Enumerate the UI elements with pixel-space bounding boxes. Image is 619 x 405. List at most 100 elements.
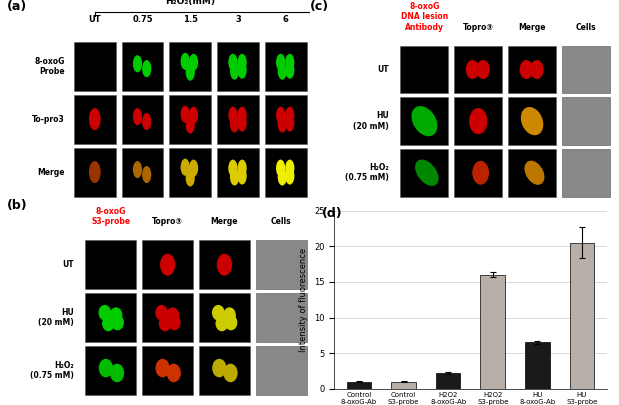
Bar [400,149,448,196]
Bar [85,240,136,289]
Ellipse shape [573,157,599,188]
Text: To-pro3: To-pro3 [32,115,65,124]
Ellipse shape [142,113,151,130]
Text: Topro③: Topro③ [463,23,494,32]
Ellipse shape [276,160,285,177]
Ellipse shape [285,167,295,185]
Bar [265,95,306,144]
Ellipse shape [285,107,295,124]
Ellipse shape [519,60,533,79]
Ellipse shape [465,60,479,79]
Bar [436,373,461,389]
Ellipse shape [133,55,142,72]
Text: UT: UT [89,15,101,24]
Ellipse shape [267,302,295,333]
Bar [562,97,610,145]
Ellipse shape [160,254,175,276]
Ellipse shape [110,307,123,323]
Ellipse shape [215,315,228,331]
Ellipse shape [238,54,247,71]
Ellipse shape [285,62,295,79]
Bar [142,293,193,342]
Bar [256,293,306,342]
Bar [199,240,250,289]
Ellipse shape [168,315,181,330]
Text: 0.75: 0.75 [132,15,153,24]
Text: H₂O₂(mM): H₂O₂(mM) [165,0,215,6]
Ellipse shape [238,107,247,124]
Ellipse shape [225,315,237,330]
Ellipse shape [228,160,238,177]
Text: 8-oxoG
DNA lesion
Antibody: 8-oxoG DNA lesion Antibody [401,2,448,32]
Ellipse shape [142,166,151,183]
Ellipse shape [89,161,101,183]
Bar [217,95,259,144]
Text: H₂O₂
(0.75 mM): H₂O₂ (0.75 mM) [345,163,389,182]
Ellipse shape [285,54,295,71]
Ellipse shape [285,160,295,177]
Bar [508,97,556,145]
Ellipse shape [155,305,168,320]
Ellipse shape [98,305,111,320]
Text: UT: UT [63,260,74,269]
Ellipse shape [238,62,247,79]
Bar [121,147,163,196]
Bar [480,275,505,389]
Ellipse shape [212,305,225,320]
Ellipse shape [217,254,232,276]
Ellipse shape [110,364,124,382]
Text: HU
(20 mM): HU (20 mM) [353,111,389,131]
Ellipse shape [158,315,171,331]
Ellipse shape [285,115,295,132]
Bar [400,46,448,93]
Bar [454,149,502,196]
Bar [265,42,306,91]
Ellipse shape [530,60,543,79]
Bar [569,243,594,389]
Text: (a): (a) [7,0,27,13]
Bar [217,147,259,196]
Text: 8-oxoG
S3-probe: 8-oxoG S3-probe [92,207,131,226]
Bar [256,346,306,395]
Text: Topro③: Topro③ [152,217,183,226]
Bar [347,382,371,389]
Ellipse shape [524,161,545,185]
Bar [199,346,250,395]
Ellipse shape [238,160,247,177]
Ellipse shape [276,107,285,124]
Ellipse shape [186,169,195,187]
Text: (d): (d) [322,207,342,220]
Text: Merge: Merge [518,23,546,32]
Text: Merge: Merge [210,217,238,226]
Bar [169,95,211,144]
Ellipse shape [167,307,179,323]
Ellipse shape [573,106,599,136]
Ellipse shape [181,106,190,123]
Ellipse shape [133,161,142,178]
Ellipse shape [469,108,487,134]
Bar [562,46,610,93]
Ellipse shape [186,117,195,134]
Bar [85,293,136,342]
Ellipse shape [521,107,543,135]
Ellipse shape [133,108,142,125]
Ellipse shape [278,115,287,132]
Bar [169,147,211,196]
Text: HU
(20 mM): HU (20 mM) [38,308,74,327]
Ellipse shape [267,249,295,281]
Bar [454,46,502,93]
Y-axis label: Intensity of fluorescence: Intensity of fluorescence [300,247,308,352]
Bar [142,346,193,395]
Text: H₂O₂
(0.75 mM): H₂O₂ (0.75 mM) [30,361,74,380]
Bar [74,147,116,196]
Ellipse shape [189,160,198,177]
Ellipse shape [189,107,198,124]
Bar [525,343,550,389]
Bar [256,240,306,289]
Text: 1.5: 1.5 [183,15,197,24]
Ellipse shape [230,62,239,80]
Ellipse shape [472,161,489,185]
Bar [217,42,259,91]
Ellipse shape [89,108,101,130]
Ellipse shape [228,107,238,124]
